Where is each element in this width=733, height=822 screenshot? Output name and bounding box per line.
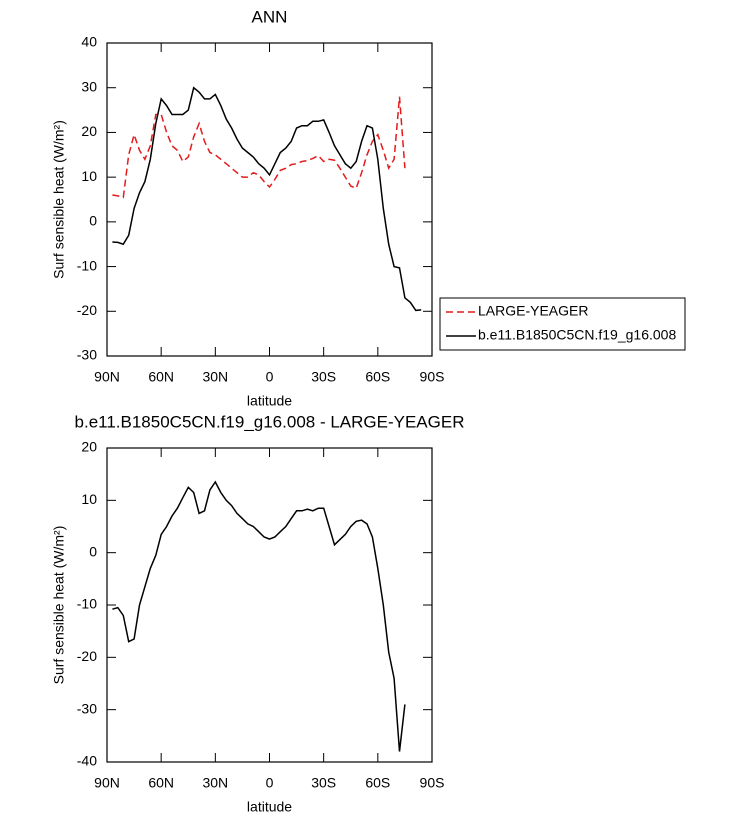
x-axis-label: latitude [247, 799, 292, 815]
x-tick-label: 90N [94, 369, 120, 385]
x-tick-label: 60S [365, 369, 390, 385]
y-tick-label: 10 [81, 491, 97, 507]
x-tick-label: 60S [365, 775, 390, 791]
legend-label: b.e11.B1850C5CN.f19_g16.008 [478, 327, 676, 343]
x-tick-label: 90N [94, 775, 120, 791]
y-tick-label: 0 [89, 213, 97, 229]
data-line [112, 96, 406, 199]
x-tick-label: 0 [266, 369, 274, 385]
y-tick-label: 40 [81, 34, 97, 50]
plot-frame [106, 447, 433, 763]
y-axis-label: Surf sensible heat (W/m²) [51, 120, 67, 279]
x-tick-label: 30S [311, 369, 336, 385]
legend-box [439, 297, 686, 351]
y-tick-label: -40 [77, 753, 97, 769]
y-tick-label: 20 [81, 123, 97, 139]
y-tick-label: 30 [81, 78, 97, 94]
x-tick-label: 30S [311, 775, 336, 791]
y-tick-label: -20 [77, 648, 97, 664]
y-tick-label: 20 [81, 439, 97, 455]
y-tick-label: -20 [77, 302, 97, 318]
y-tick-label: 0 [89, 543, 97, 559]
legend-label: LARGE-YEAGER [478, 303, 588, 319]
chart-title: ANN [252, 7, 288, 26]
x-tick-label: 90S [420, 775, 445, 791]
plot-frame [106, 42, 433, 357]
x-tick-label: 60N [148, 775, 174, 791]
data-line [112, 480, 406, 752]
x-tick-label: 30N [202, 775, 228, 791]
x-tick-label: 30N [202, 369, 228, 385]
y-tick-label: -10 [77, 257, 97, 273]
chart-title: b.e11.B1850C5CN.f19_g16.008 - LARGE-YEAG… [75, 412, 465, 431]
y-tick-label: -30 [77, 347, 97, 363]
x-tick-label: 60N [148, 369, 174, 385]
y-tick-label: -10 [77, 596, 97, 612]
x-axis-label: latitude [247, 393, 292, 409]
data-line [112, 86, 422, 312]
y-tick-label: 10 [81, 168, 97, 184]
y-tick-label: -30 [77, 700, 97, 716]
y-axis-label: Surf sensible heat (W/m²) [51, 526, 67, 685]
x-tick-label: 90S [420, 369, 445, 385]
x-tick-label: 0 [266, 775, 274, 791]
